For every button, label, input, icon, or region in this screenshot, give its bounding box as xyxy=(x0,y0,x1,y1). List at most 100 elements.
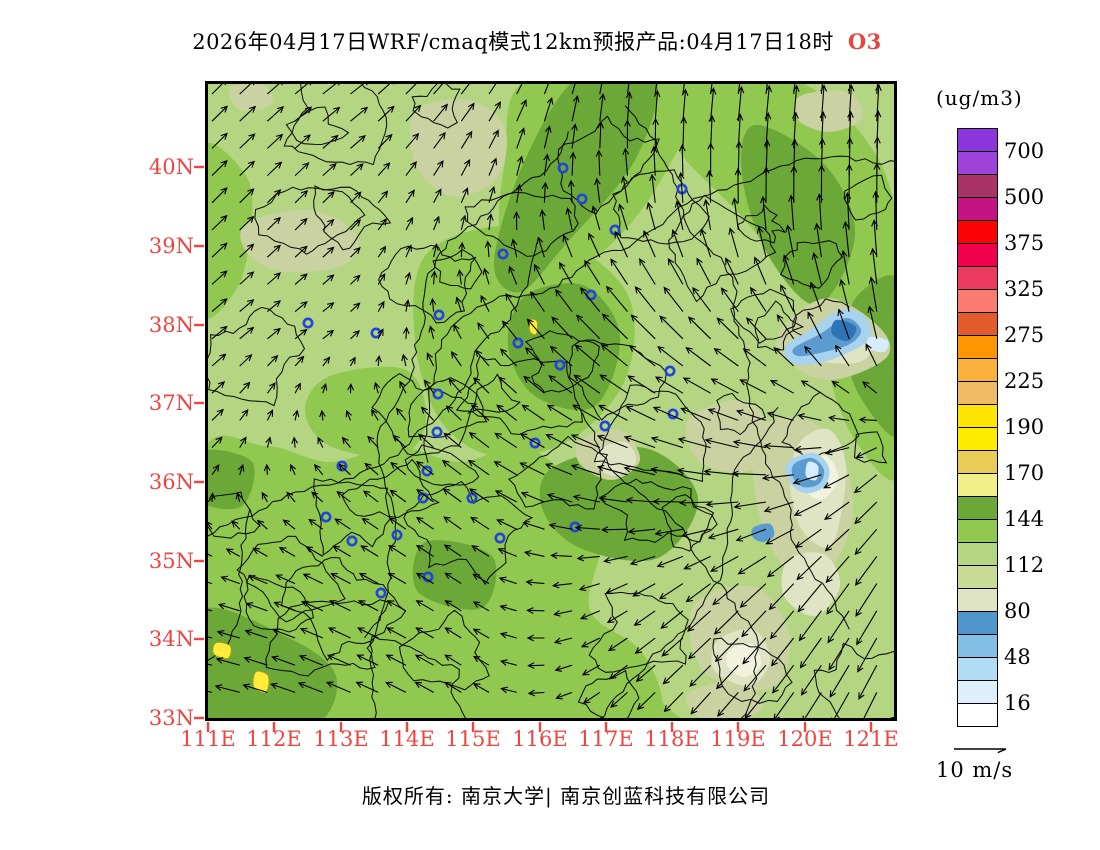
lake-water xyxy=(866,336,889,353)
legend-color-box xyxy=(957,335,998,359)
map-layers xyxy=(205,81,897,721)
lat-tick-label: 34N xyxy=(148,627,194,651)
o3-contour-region xyxy=(305,366,427,458)
city-marker xyxy=(431,426,443,438)
o3-contour-region xyxy=(507,283,621,411)
forecast-map xyxy=(205,81,897,721)
legend-color-box xyxy=(957,519,998,543)
lon-tick-label: 115E xyxy=(445,727,501,751)
city-marker xyxy=(569,521,581,533)
legend-color-box xyxy=(957,243,998,267)
legend-color-box xyxy=(957,611,998,635)
o3-contour-region xyxy=(685,679,763,721)
city-marker xyxy=(497,248,509,260)
lon-tick-label: 111E xyxy=(180,727,236,751)
legend-value-label: 375 xyxy=(1004,231,1045,255)
city-marker xyxy=(302,317,314,329)
legend-value-label: 144 xyxy=(1004,507,1045,531)
o3-contour-region xyxy=(412,540,497,610)
city-marker xyxy=(557,162,569,174)
legend-color-box xyxy=(957,289,998,313)
legend-color-box xyxy=(957,427,998,451)
lake-water xyxy=(805,461,819,481)
legend-value-label: 700 xyxy=(1004,139,1045,163)
o3-contour-region xyxy=(205,449,255,510)
wind-scale-arrow xyxy=(954,748,1007,754)
lat-tick-label: 33N xyxy=(148,706,194,730)
lat-tick-label: 37N xyxy=(148,391,194,415)
legend-value-label: 16 xyxy=(1004,691,1031,715)
o3-contour-region xyxy=(228,82,274,111)
copyright-text: 版权所有: 南京大学| 南京创蓝科技有限公司 xyxy=(361,784,771,808)
lon-tick-label: 121E xyxy=(843,727,899,751)
wind-vectors xyxy=(205,81,882,721)
legend-units-label: (ug/m3) xyxy=(936,86,1023,110)
lake-water xyxy=(831,319,857,342)
legend-color-box xyxy=(957,542,998,566)
city-marker xyxy=(375,587,387,599)
lon-tick-label: 116E xyxy=(512,727,568,751)
legend-value-label: 325 xyxy=(1004,277,1045,301)
o3-contour-region xyxy=(539,446,699,562)
o3-contour-region xyxy=(781,552,841,617)
legend-color-box xyxy=(957,565,998,589)
lon-tick-label: 119E xyxy=(710,727,766,751)
title-text: 2026年04月17日WRF/cmaq模式12km预报产品:04月17日18时 xyxy=(192,30,834,54)
lat-tick-label: 36N xyxy=(148,470,194,494)
lat-tick-label: 35N xyxy=(148,549,194,573)
legend-color-box xyxy=(957,128,998,152)
lon-tick-label: 117E xyxy=(578,727,634,751)
o3-contour-region xyxy=(794,90,863,133)
o3-contour-region xyxy=(240,209,359,273)
high-value-spot xyxy=(212,642,232,659)
o3-contour-region xyxy=(493,81,658,293)
legend-color-box xyxy=(957,381,998,405)
legend-value-label: 112 xyxy=(1004,553,1045,577)
legend-color-box xyxy=(957,312,998,336)
city-marker xyxy=(529,437,541,449)
legend-color-box xyxy=(957,358,998,382)
city-marker xyxy=(320,511,332,523)
page-title: 2026年04月17日WRF/cmaq模式12km预报产品:04月17日18时 O… xyxy=(0,26,1074,56)
legend-color-box xyxy=(957,496,998,520)
legend-color-box xyxy=(957,703,998,727)
legend-color-box xyxy=(957,588,998,612)
legend-color-box xyxy=(957,450,998,474)
legend-color-box xyxy=(957,680,998,704)
o3-contour-region xyxy=(205,142,253,319)
city-marker xyxy=(370,327,382,339)
pollutant-label: O3 xyxy=(847,29,882,54)
legend-value-label: 48 xyxy=(1004,645,1031,669)
legend-value-label: 80 xyxy=(1004,599,1031,623)
legend-value-label: 170 xyxy=(1004,461,1045,485)
lon-tick-label: 120E xyxy=(777,727,833,751)
lat-tick-label: 40N xyxy=(148,155,194,179)
lat-tick-label: 38N xyxy=(148,313,194,337)
legend-value-label: 190 xyxy=(1004,415,1045,439)
city-marker xyxy=(576,193,588,205)
legend-color-box xyxy=(957,473,998,497)
city-marker xyxy=(554,359,566,371)
city-marker xyxy=(433,309,445,321)
lon-tick-label: 118E xyxy=(644,727,700,751)
legend-value-label: 275 xyxy=(1004,323,1045,347)
wind-scale-label: 10 m/s xyxy=(936,758,1014,782)
lake-water xyxy=(751,523,775,542)
city-marker xyxy=(512,337,524,349)
map-frame xyxy=(205,81,897,721)
legend-color-box xyxy=(957,174,998,198)
city-marker xyxy=(421,465,433,477)
legend-value-label: 500 xyxy=(1004,185,1045,209)
lon-tick-label: 112E xyxy=(246,727,302,751)
city-marker xyxy=(391,529,403,541)
legend-value-label: 225 xyxy=(1004,369,1045,393)
lat-tick-label: 39N xyxy=(148,234,194,258)
legend-color-box xyxy=(957,404,998,428)
lon-tick-label: 113E xyxy=(313,727,369,751)
city-marker xyxy=(664,365,676,377)
legend-color-box xyxy=(957,657,998,681)
o3-contour-region xyxy=(409,99,508,197)
legend-color-box xyxy=(957,197,998,221)
city-marker xyxy=(432,388,444,400)
